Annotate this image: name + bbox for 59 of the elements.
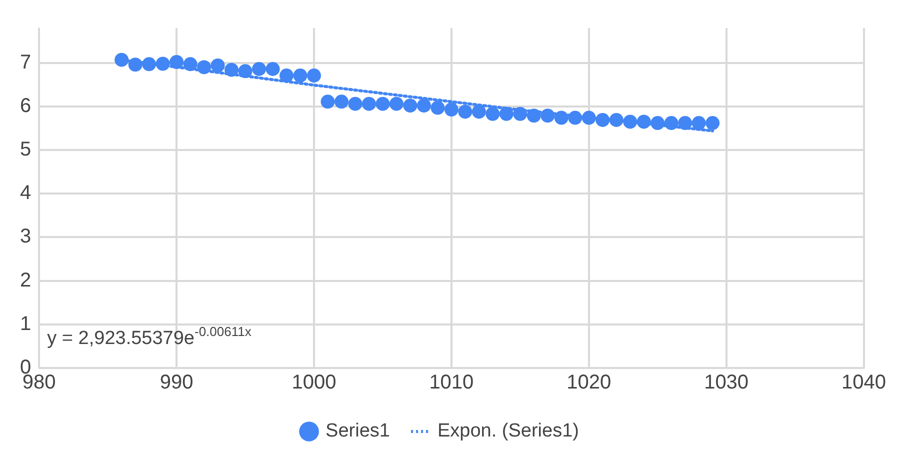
y-tick-label: 2 xyxy=(20,269,32,292)
point xyxy=(403,98,418,113)
y-tick-label: 5 xyxy=(20,138,32,161)
point xyxy=(114,52,129,67)
point xyxy=(376,96,390,111)
point xyxy=(128,58,142,72)
point xyxy=(238,64,252,78)
point xyxy=(692,116,706,130)
point xyxy=(526,108,541,123)
point xyxy=(142,57,156,72)
legend-label: Expon. (Series1) xyxy=(437,420,579,442)
point xyxy=(320,94,335,109)
point xyxy=(293,68,308,83)
point xyxy=(499,106,514,121)
x-tick-label: 1020 xyxy=(566,372,612,394)
legend-label: Series1 xyxy=(326,420,390,442)
point xyxy=(678,116,692,130)
point xyxy=(224,62,239,77)
point xyxy=(636,114,651,129)
point xyxy=(472,104,486,119)
point xyxy=(170,55,184,69)
point xyxy=(596,112,610,127)
y-tick-label: 6 xyxy=(20,94,32,117)
point xyxy=(430,100,445,115)
point xyxy=(609,112,624,127)
x-tick-label: 1040 xyxy=(842,372,886,394)
point xyxy=(389,96,404,111)
x-tick-label: 1030 xyxy=(704,372,749,394)
y-tick-label: 1 xyxy=(20,312,32,335)
point xyxy=(554,110,568,125)
point xyxy=(307,68,321,83)
point xyxy=(280,68,294,83)
y-tick-label: 4 xyxy=(20,182,32,204)
x-tick-label: 990 xyxy=(160,372,194,394)
point xyxy=(362,96,376,111)
point xyxy=(334,94,348,109)
y-tick-label: 7 xyxy=(20,51,32,74)
point xyxy=(210,58,225,72)
point xyxy=(252,62,266,76)
point xyxy=(568,110,582,125)
point xyxy=(623,114,638,129)
point xyxy=(540,108,555,123)
point xyxy=(197,60,212,74)
point xyxy=(416,98,431,113)
y-tick-label: 3 xyxy=(20,226,32,248)
point xyxy=(706,116,720,130)
point xyxy=(266,62,280,76)
point xyxy=(458,104,472,119)
point xyxy=(444,102,458,117)
point xyxy=(486,106,500,121)
point xyxy=(156,56,170,71)
x-tick-label: 1000 xyxy=(292,372,336,394)
x-tick-label: 1010 xyxy=(429,372,474,394)
point xyxy=(183,57,198,72)
point xyxy=(513,106,528,121)
point xyxy=(664,116,678,130)
point xyxy=(348,96,362,111)
point xyxy=(582,110,596,125)
point xyxy=(650,116,665,130)
